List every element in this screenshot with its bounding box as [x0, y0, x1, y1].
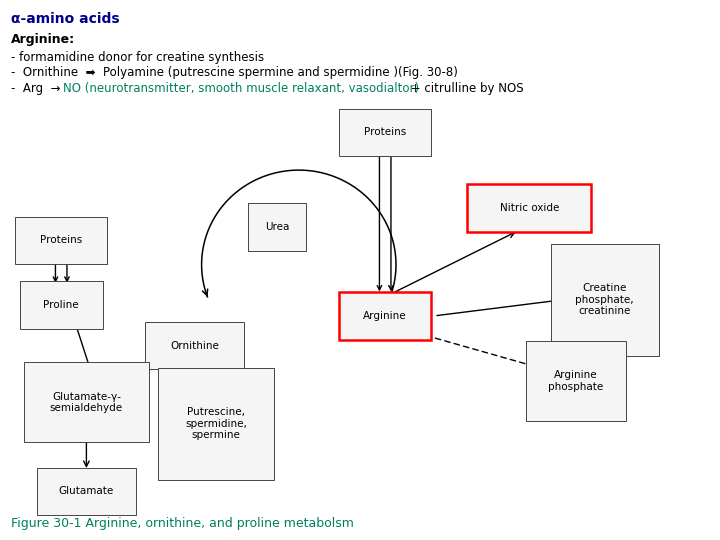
FancyBboxPatch shape	[340, 109, 431, 156]
Text: Creatine
phosphate,
creatinine: Creatine phosphate, creatinine	[575, 283, 634, 316]
Text: Glutamate: Glutamate	[59, 487, 114, 496]
FancyBboxPatch shape	[158, 368, 274, 480]
Text: -  Arg  →: - Arg →	[11, 82, 60, 95]
Text: Urea: Urea	[265, 222, 289, 232]
Text: NO (neurotransmitter, smooth muscle relaxant, vasodialtor): NO (neurotransmitter, smooth muscle rela…	[63, 82, 419, 95]
Text: Nitric oxide: Nitric oxide	[500, 203, 559, 213]
FancyBboxPatch shape	[19, 281, 103, 329]
FancyBboxPatch shape	[467, 184, 592, 232]
FancyBboxPatch shape	[145, 322, 244, 369]
Text: Figure 30-1 Arginine, ornithine, and proline metabolsm: Figure 30-1 Arginine, ornithine, and pro…	[11, 517, 354, 530]
Text: Ornithine: Ornithine	[170, 341, 219, 350]
Text: -  Ornithine  ➡  Polyamine (putrescine spermine and spermidine )(Fig. 30-8): - Ornithine ➡ Polyamine (putrescine sper…	[11, 66, 458, 79]
Text: Glutamate-γ-
semialdehyde: Glutamate-γ- semialdehyde	[50, 392, 123, 413]
Text: Arginine:: Arginine:	[11, 33, 75, 46]
FancyBboxPatch shape	[37, 468, 136, 515]
Text: Arginine: Arginine	[364, 311, 407, 321]
FancyBboxPatch shape	[340, 292, 431, 340]
FancyBboxPatch shape	[551, 244, 659, 356]
Text: Putrescine,
spermidine,
spermine: Putrescine, spermidine, spermine	[185, 407, 247, 441]
FancyBboxPatch shape	[24, 362, 149, 442]
Text: Proteins: Proteins	[40, 235, 82, 245]
FancyBboxPatch shape	[248, 203, 307, 251]
Text: + citrulline by NOS: + citrulline by NOS	[407, 82, 523, 95]
FancyBboxPatch shape	[16, 217, 107, 264]
Text: - formamidine donor for creatine synthesis: - formamidine donor for creatine synthes…	[11, 51, 264, 64]
Text: Arginine
phosphate: Arginine phosphate	[549, 370, 603, 392]
Text: α-amino acids: α-amino acids	[11, 12, 120, 26]
Text: Proteins: Proteins	[364, 127, 406, 137]
FancyBboxPatch shape	[526, 341, 626, 421]
Text: Proline: Proline	[43, 300, 79, 310]
